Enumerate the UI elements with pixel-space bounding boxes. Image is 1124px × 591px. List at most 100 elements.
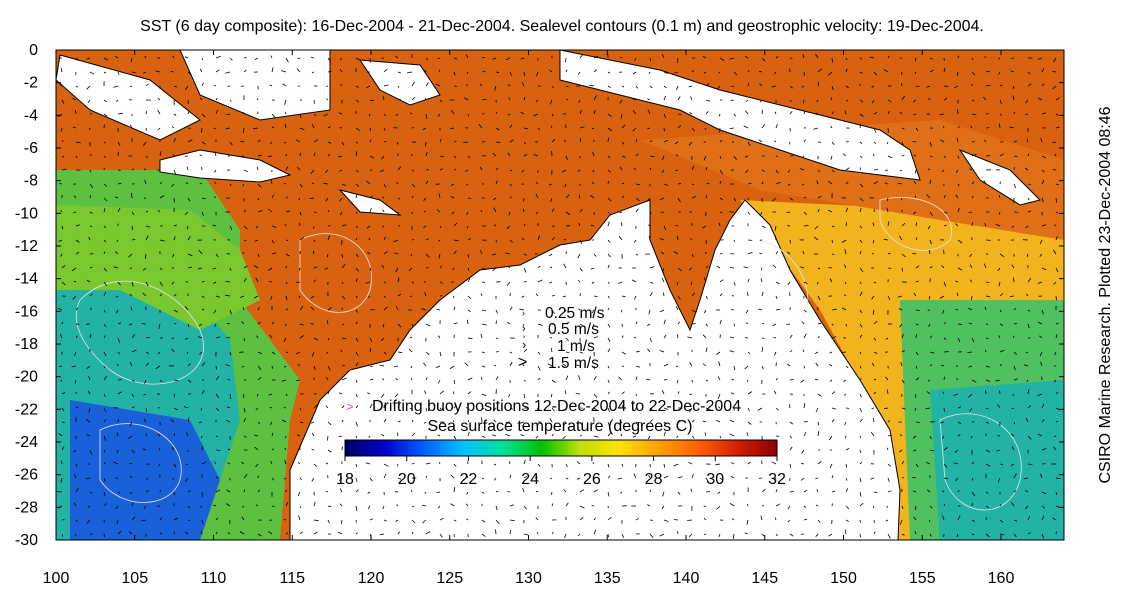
- velocity-arrow: [267, 155, 273, 157]
- velocity-arrow: [369, 378, 374, 381]
- velocity-arrow: [201, 389, 205, 395]
- velocity-arrow: [578, 99, 581, 103]
- velocity-arrow: [928, 323, 931, 327]
- velocity-arrow: [327, 337, 330, 341]
- velocity-arrow: [240, 140, 245, 143]
- velocity-arrow: [971, 337, 975, 343]
- velocity-arrow: [397, 197, 401, 200]
- velocity-arrow: [509, 239, 513, 243]
- velocity-arrow: [967, 351, 973, 353]
- velocity-arrow: [899, 111, 903, 115]
- velocity-arrow: [1053, 281, 1057, 285]
- velocity-arrow: [729, 267, 735, 269]
- velocity-arrow: [453, 435, 457, 440]
- velocity-arrow: [481, 417, 483, 423]
- velocity-arrow: [674, 519, 679, 521]
- velocity-arrow: [171, 337, 175, 339]
- velocity-arrow: [355, 85, 359, 88]
- velocity-arrow: [775, 503, 781, 507]
- velocity-arrow: [131, 225, 133, 230]
- velocity-arrow: [285, 351, 289, 353]
- velocity-arrow: [506, 281, 511, 286]
- velocity-arrow: [325, 462, 329, 465]
- velocity-arrow: [579, 138, 581, 143]
- velocity-arrow: [648, 309, 651, 315]
- velocity-arrow: [647, 127, 651, 130]
- velocity-arrow: [297, 434, 301, 437]
- velocity-arrow: [719, 139, 723, 143]
- velocity-arrow: [999, 390, 1001, 395]
- velocity-arrow: [971, 113, 977, 116]
- velocity-arrow: [215, 531, 218, 535]
- velocity-arrow: [649, 292, 653, 297]
- velocity-arrow: [341, 224, 347, 227]
- velocity-arrow: [215, 435, 219, 438]
- velocity-arrow: [943, 463, 948, 468]
- velocity-arrow: [1055, 235, 1058, 241]
- velocity-arrow: [927, 379, 931, 382]
- lat-tick-label: -12: [15, 238, 38, 255]
- velocity-arrow: [243, 265, 248, 269]
- velocity-arrow: [509, 519, 515, 522]
- velocity-arrow: [663, 183, 669, 186]
- velocity-arrow: [225, 294, 231, 297]
- velocity-arrow: [229, 183, 232, 187]
- velocity-arrow: [915, 237, 918, 241]
- velocity-arrow: [411, 323, 413, 327]
- velocity-arrow: [607, 323, 611, 328]
- lat-tick-label: -2: [24, 75, 38, 92]
- velocity-arrow: [772, 264, 777, 269]
- velocity-arrow: [326, 320, 329, 325]
- velocity-arrow: [900, 362, 903, 367]
- velocity-arrow: [775, 235, 777, 241]
- velocity-arrow: [775, 378, 779, 381]
- velocity-arrow: [761, 225, 766, 228]
- velocity-arrow: [145, 351, 149, 354]
- velocity-arrow: [789, 463, 791, 468]
- colorbar-label: Sea surface temperature (degrees C): [427, 418, 692, 435]
- velocity-arrow: [213, 281, 217, 284]
- velocity-arrow: [1041, 155, 1046, 159]
- velocity-arrow: [505, 421, 511, 423]
- velocity-arrow: [519, 308, 525, 311]
- velocity-arrow: [467, 337, 473, 340]
- velocity-arrow: [215, 407, 220, 412]
- velocity-arrow: [929, 335, 933, 339]
- velocity-arrow: [648, 236, 651, 241]
- velocity-arrow: [953, 462, 959, 465]
- velocity-arrow: [577, 533, 581, 537]
- velocity-arrow: [675, 154, 679, 157]
- velocity-arrow: [831, 391, 836, 395]
- velocity-arrow: [985, 379, 991, 382]
- velocity-arrow: [775, 489, 778, 493]
- velocity-arrow: [901, 253, 906, 258]
- velocity-arrow: [243, 473, 248, 479]
- velocity-arrow: [1041, 68, 1045, 73]
- velocity-arrow: [508, 97, 511, 101]
- velocity-arrow: [803, 196, 806, 199]
- velocity-arrow: [495, 71, 500, 74]
- velocity-arrow: [705, 99, 711, 102]
- velocity-arrow: [453, 155, 457, 159]
- velocity-arrow: [523, 223, 526, 227]
- velocity-arrow: [74, 474, 77, 479]
- velocity-arrow: [226, 419, 231, 423]
- velocity-arrow: [1055, 420, 1059, 423]
- velocity-arrow: [1013, 111, 1015, 115]
- velocity-arrow: [355, 99, 360, 103]
- velocity-arrow: [465, 503, 469, 507]
- velocity-arrow: [985, 323, 989, 325]
- velocity-arrow: [1041, 515, 1045, 521]
- velocity-arrow: [873, 127, 877, 133]
- velocity-arrow: [103, 351, 107, 357]
- velocity-arrow: [915, 393, 917, 398]
- velocity-arrow: [425, 57, 429, 61]
- velocity-arrow: [1013, 533, 1017, 538]
- velocity-arrow: [519, 421, 525, 424]
- velocity-arrow: [997, 404, 1001, 409]
- velocity-arrow: [551, 503, 554, 507]
- velocity-arrow: [535, 193, 539, 199]
- velocity-arrow: [1012, 95, 1015, 101]
- velocity-arrow: [831, 253, 835, 255]
- velocity-arrow: [747, 461, 751, 465]
